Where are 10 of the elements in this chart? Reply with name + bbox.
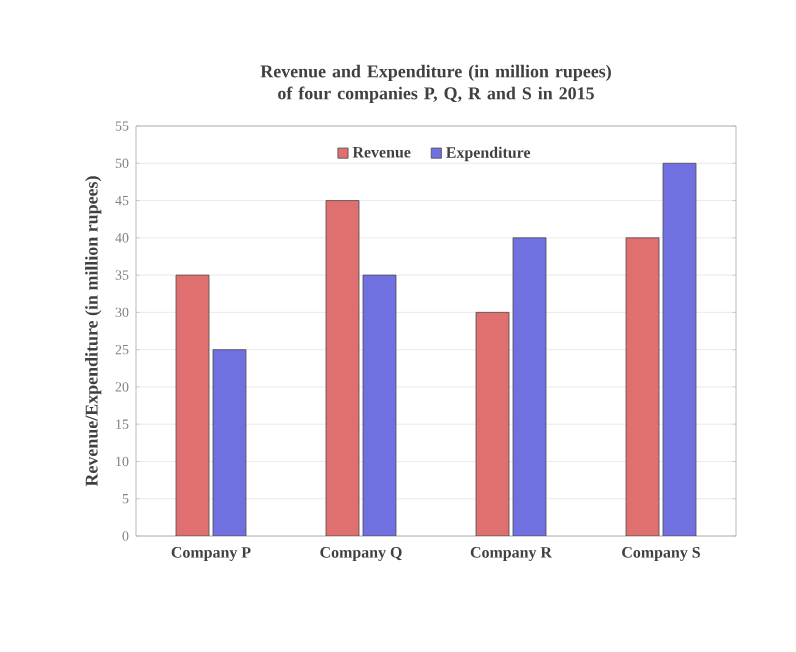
bar (325, 200, 360, 536)
bar (212, 349, 247, 536)
bar (625, 237, 660, 536)
chart-title: Revenue and Expenditure (in million rupees) of four companies P, Q, R and S in 2015 (260, 64, 611, 104)
y-axis-title: Revenue/Expenditure (in million rupees) (85, 176, 102, 487)
bar (362, 274, 397, 536)
bar (662, 162, 697, 536)
bar (512, 237, 547, 536)
bar (175, 274, 210, 536)
bar (475, 311, 510, 536)
